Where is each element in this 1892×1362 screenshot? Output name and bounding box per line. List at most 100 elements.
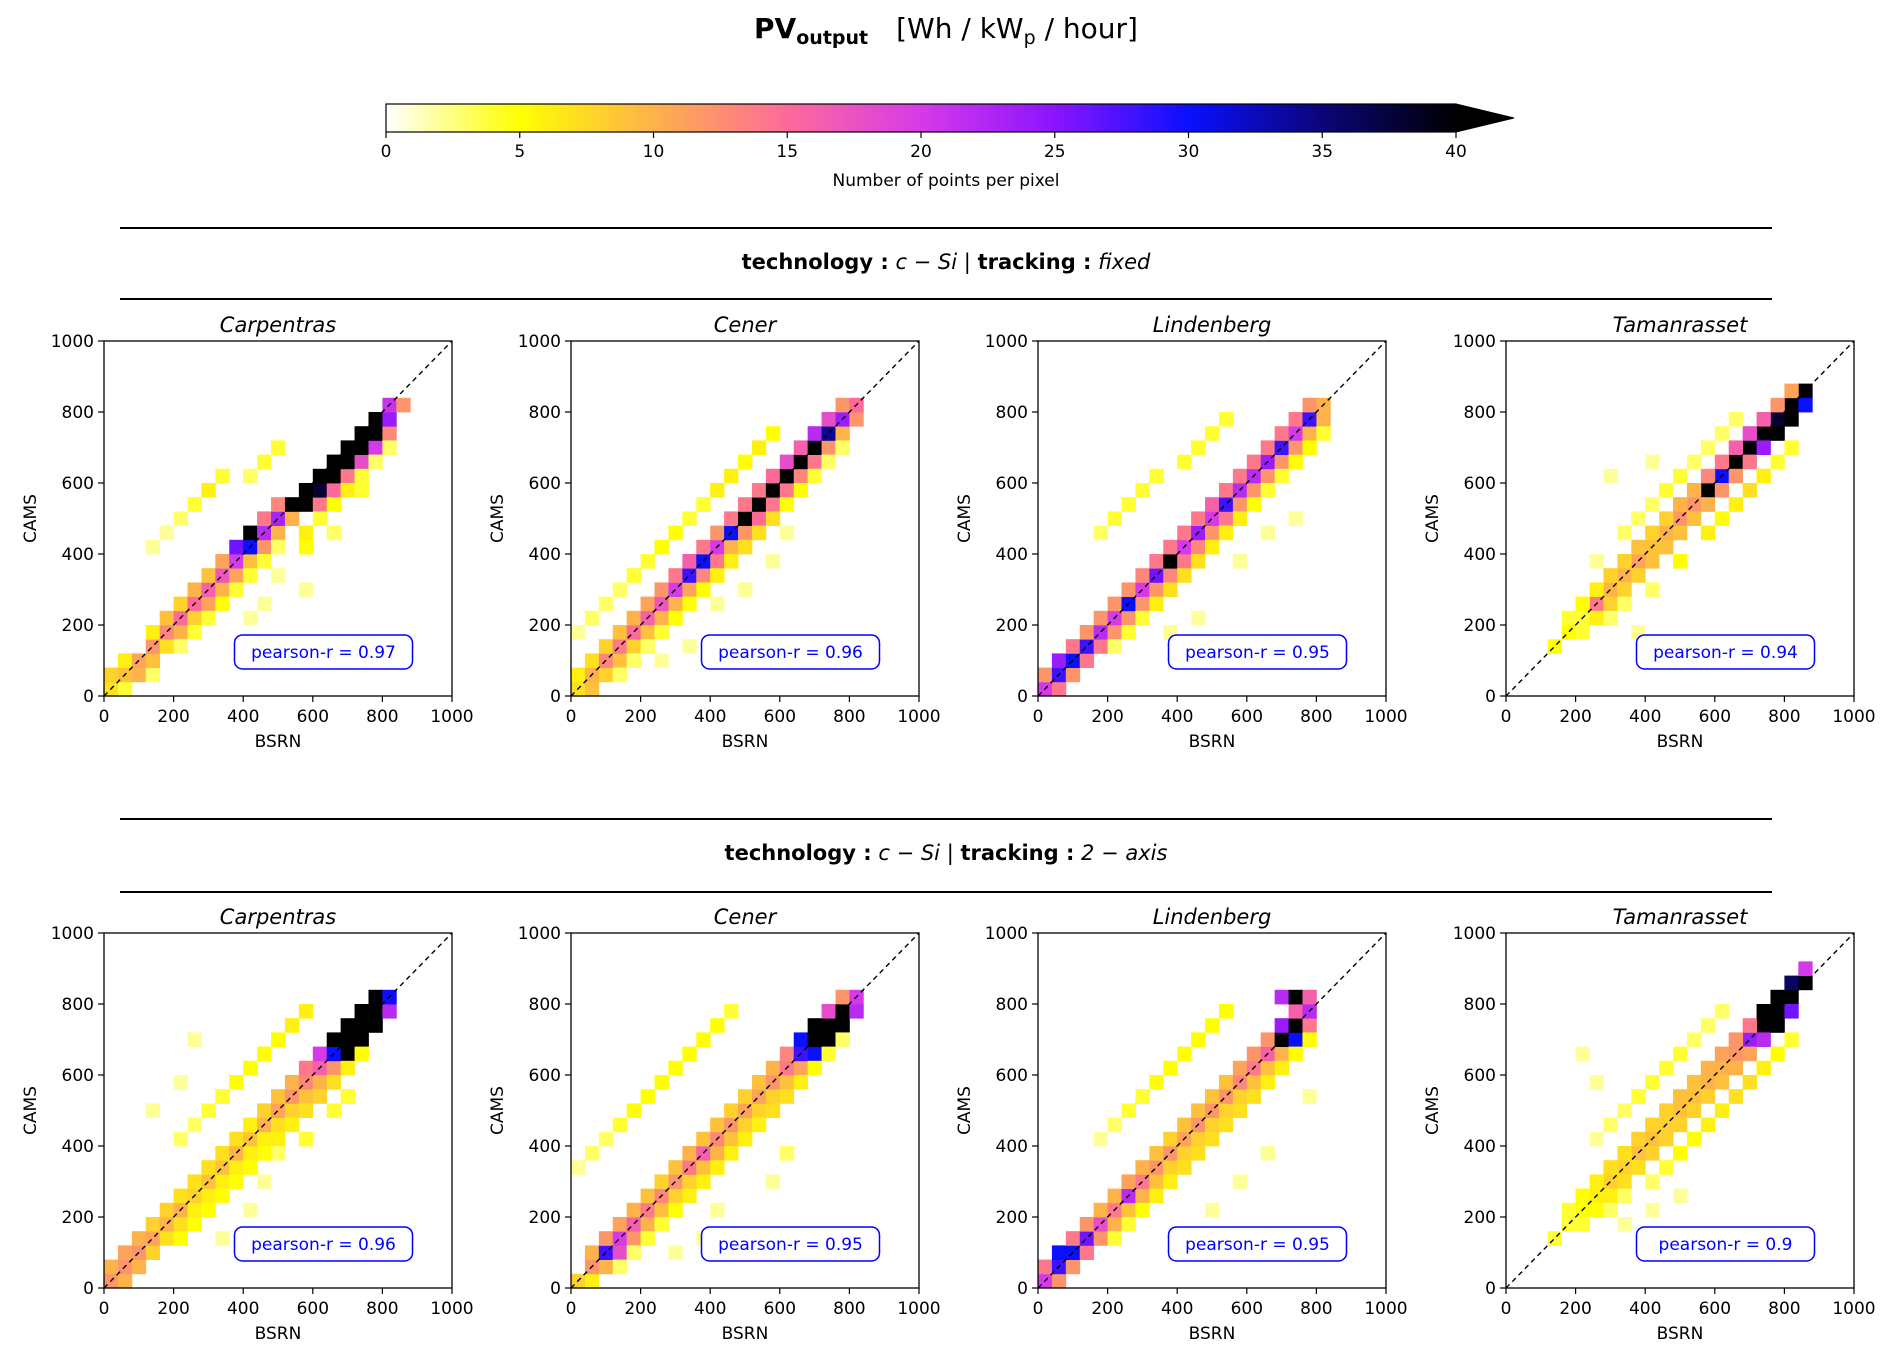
y-tick-label: 600 (1464, 474, 1496, 494)
y-tick-label: 600 (62, 1066, 94, 1086)
heatmap-cell (1770, 397, 1785, 413)
heatmap-cell (1260, 483, 1276, 498)
heatmap-cell (1205, 1202, 1220, 1218)
heatmap-cell (598, 1131, 614, 1147)
heatmap-cell (298, 497, 314, 512)
heatmap-cell (1603, 1188, 1618, 1204)
y-tick-label: 800 (996, 995, 1028, 1015)
heatmap-cell (1700, 1117, 1716, 1133)
heatmap-cell (201, 483, 216, 498)
heatmap-cell (187, 610, 202, 626)
heatmap-cell (354, 440, 369, 455)
x-tick-label: 800 (833, 707, 865, 727)
heatmap-cell (1617, 1174, 1632, 1189)
heatmap-cell (145, 667, 161, 683)
heatmap-cell (1135, 568, 1150, 583)
axes-frame (103, 340, 453, 697)
heatmap-cell (696, 497, 711, 512)
heatmap-cell (1079, 1245, 1095, 1260)
heatmap-cell (1135, 1160, 1150, 1175)
heatmap-cell (257, 1103, 272, 1118)
heatmap-cell (584, 610, 600, 626)
heatmap-cell (724, 1131, 739, 1147)
heatmap-cell (284, 511, 300, 526)
heatmap-cell (215, 596, 230, 612)
heatmap-cell (229, 1160, 244, 1175)
heatmap-cell (1302, 1018, 1317, 1033)
y-tick-label: 1000 (51, 332, 94, 352)
heatmap-cell (612, 1217, 628, 1232)
y-tick-label: 0 (83, 687, 94, 707)
heatmap-cell (382, 426, 397, 441)
heatmap-cell (738, 497, 753, 512)
heatmap-cell (765, 1089, 781, 1104)
y-tick-label: 600 (62, 474, 94, 494)
heatmap-cell (765, 497, 781, 512)
x-tick-label: 600 (297, 707, 329, 727)
heatmap-cell (1645, 554, 1660, 569)
heatmap-cell (696, 582, 711, 597)
heatmap-cell (821, 1004, 836, 1019)
colorbar-tick-label: 5 (514, 142, 525, 162)
section-line-top (120, 227, 1772, 229)
heatmap-cell (668, 1160, 683, 1175)
heatmap-cell (710, 1146, 725, 1161)
heatmap-cell (1093, 1202, 1108, 1218)
x-tick-label: 600 (764, 1299, 796, 1319)
heatmap-cell (668, 568, 683, 583)
heatmap-cell (131, 667, 147, 683)
heatmap-cell (354, 1004, 369, 1019)
heatmap-cell (340, 1046, 355, 1062)
heatmap-cell (1093, 1131, 1108, 1147)
heatmap-cell (173, 511, 188, 526)
heatmap-cell (1673, 554, 1688, 569)
heatmap-cell (626, 653, 641, 668)
heatmap-cell (682, 511, 697, 526)
y-tick-label: 800 (62, 403, 94, 423)
heatmap-cell (1673, 1146, 1688, 1161)
heatmap-cell (298, 539, 314, 555)
heatmap-cell (779, 454, 795, 470)
heatmap-cell (1700, 1089, 1716, 1104)
title-unit-subscript: p (1023, 27, 1036, 49)
heatmap-cell (326, 483, 342, 498)
panel-title: Lindenberg (1153, 313, 1272, 337)
heatmap-cell (1589, 554, 1604, 569)
panel-2axis-cener: Cener 0 200 400 600 800 1000 0 200 400 600 800 1000 B… (488, 905, 941, 1344)
y-tick-label: 800 (529, 995, 561, 1015)
heatmap-cell (1686, 1131, 1702, 1147)
y-axis-label: CAMS (1423, 1086, 1443, 1135)
heatmap-cell (1742, 1075, 1757, 1090)
heatmap-cell (1575, 625, 1590, 640)
heatmap-cell (298, 1004, 314, 1019)
x-tick-label: 1000 (1832, 707, 1875, 727)
heatmap-cell (1149, 1160, 1164, 1175)
heatmap-cells (571, 989, 864, 1289)
heatmap-cell (1135, 1089, 1150, 1104)
heatmap-cell (1191, 554, 1206, 569)
y-tick-label: 0 (550, 1279, 561, 1299)
heatmap-cell (835, 1018, 850, 1033)
x-tick-label: 800 (1768, 707, 1800, 727)
heatmap-cell (340, 454, 355, 470)
heatmap-cell (1065, 639, 1081, 654)
y-tick-label: 0 (1485, 1279, 1496, 1299)
heatmap-cell (1645, 1146, 1660, 1161)
heatmap-cell (243, 1146, 258, 1161)
heatmap-cell (1205, 1089, 1220, 1104)
axes-frame (1037, 932, 1387, 1289)
heatmap-cell (1603, 468, 1618, 484)
heatmap-cell (654, 1202, 669, 1218)
heatmap-cell (612, 667, 628, 683)
heatmap-cell (724, 1103, 739, 1118)
heatmap-cell (1645, 1117, 1660, 1133)
y-tick-label: 200 (1464, 1208, 1496, 1228)
heatmap-cell (1121, 1103, 1136, 1118)
x-tick-label: 1000 (430, 1299, 473, 1319)
heatmap-cell (104, 1259, 119, 1275)
heatmap-cell (215, 1188, 230, 1204)
x-tick-label: 0 (99, 1299, 110, 1319)
heatmap-cell (1617, 1188, 1632, 1204)
heatmap-cell (229, 539, 244, 555)
heatmap-cell (312, 511, 328, 526)
